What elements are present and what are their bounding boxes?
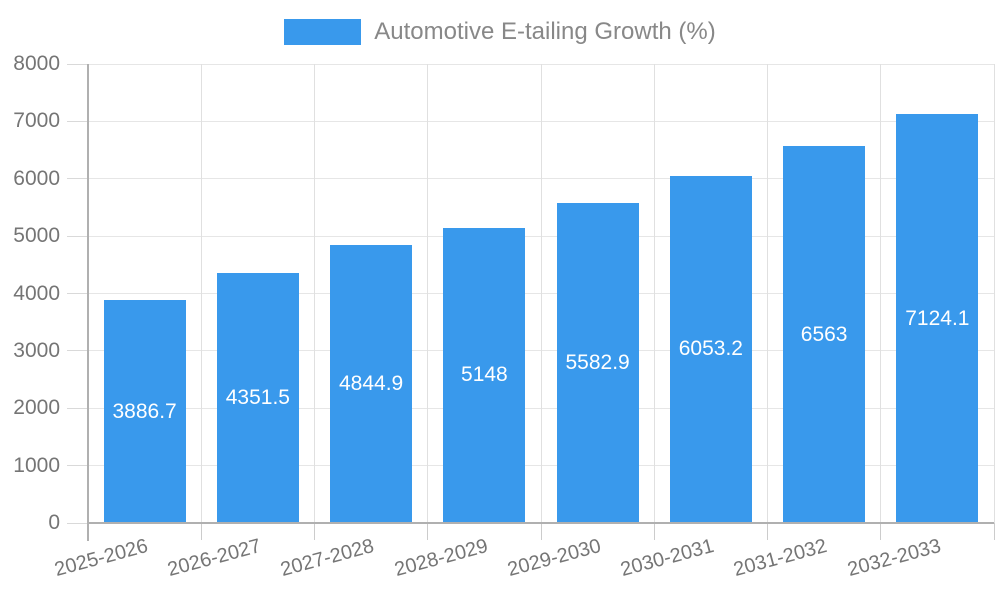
x-axis-tick	[200, 523, 202, 540]
y-axis-line	[87, 64, 89, 541]
y-axis-tick	[67, 350, 88, 352]
gridline-v	[200, 64, 202, 523]
gridline-v	[993, 64, 995, 523]
bar-2027-2028	[330, 245, 413, 523]
x-axis-label: 2026-2027	[165, 535, 264, 582]
bar-2026-2027	[216, 273, 299, 523]
y-axis-tick	[67, 407, 88, 409]
gridline-v	[767, 64, 768, 523]
y-axis-label: 5000	[13, 224, 60, 248]
bar-value-label: 3886.7	[112, 399, 177, 423]
bar-value-label: 4351.5	[225, 386, 290, 410]
bar-2030-2031	[669, 175, 752, 523]
bar-2031-2032	[783, 146, 866, 523]
bar-value-label: 6053.2	[678, 337, 743, 361]
x-axis-label: 2031-2032	[731, 535, 830, 582]
bar-value-label: 7124.1	[905, 306, 970, 330]
chart-legend: Automotive E-tailing Growth (%)	[0, 18, 1000, 46]
gridline-v	[880, 64, 882, 523]
bar-value-label: 5582.9	[565, 350, 630, 374]
bar-value-label: 6563	[800, 322, 848, 346]
y-axis-label: 3000	[13, 338, 60, 362]
y-axis-label: 7000	[13, 109, 60, 133]
y-axis-label: 4000	[13, 281, 60, 305]
bar-value-label: 5148	[461, 363, 508, 387]
y-axis-tick	[67, 522, 88, 524]
y-axis-tick	[67, 465, 88, 467]
x-axis-label: 2030-2031	[618, 535, 717, 582]
x-axis-label: 2032-2033	[844, 535, 944, 582]
gridline-v	[653, 64, 655, 523]
x-axis-tick	[540, 523, 542, 540]
legend-color-swatch	[284, 19, 362, 45]
y-axis-label: 8000	[13, 52, 60, 75]
bar-2032-2033	[896, 114, 979, 523]
y-axis-tick	[67, 293, 88, 294]
x-axis-label: 2029-2030	[505, 535, 604, 582]
y-axis-label: 1000	[13, 453, 60, 477]
bar-2025-2026	[103, 300, 186, 523]
y-axis-tick	[67, 63, 88, 65]
x-axis-tick	[427, 523, 429, 540]
bar-2028-2029	[443, 227, 526, 523]
x-axis-tick	[653, 523, 655, 540]
y-axis-tick	[67, 235, 88, 237]
gridline-v	[427, 64, 429, 523]
plot-area: 3886.7 4351.5 4844.9 5148 5582.9 6053.2 6563 71…	[67, 63, 995, 541]
legend-series-label: Automotive E-tailing Growth (%)	[374, 18, 716, 45]
y-axis-tick	[67, 120, 88, 122]
x-axis-label: 2025-2026	[52, 535, 151, 582]
y-axis-label: 2000	[13, 396, 60, 420]
x-axis-label: 2027-2028	[278, 535, 377, 582]
x-axis-tick	[880, 523, 882, 540]
y-axis-tick	[67, 178, 88, 180]
x-axis-line	[88, 522, 994, 524]
x-axis-label: 2028-2029	[391, 535, 491, 582]
bar-2029-2030	[556, 202, 639, 523]
bar-value-label: 4844.9	[339, 372, 404, 395]
y-axis-label: 0	[48, 511, 60, 534]
gridline-v	[540, 64, 542, 523]
y-axis-label: 6000	[13, 166, 60, 190]
x-axis-tick	[314, 523, 315, 540]
x-axis-tick	[993, 523, 995, 540]
x-axis-tick	[767, 523, 768, 540]
gridline-v	[314, 64, 315, 523]
